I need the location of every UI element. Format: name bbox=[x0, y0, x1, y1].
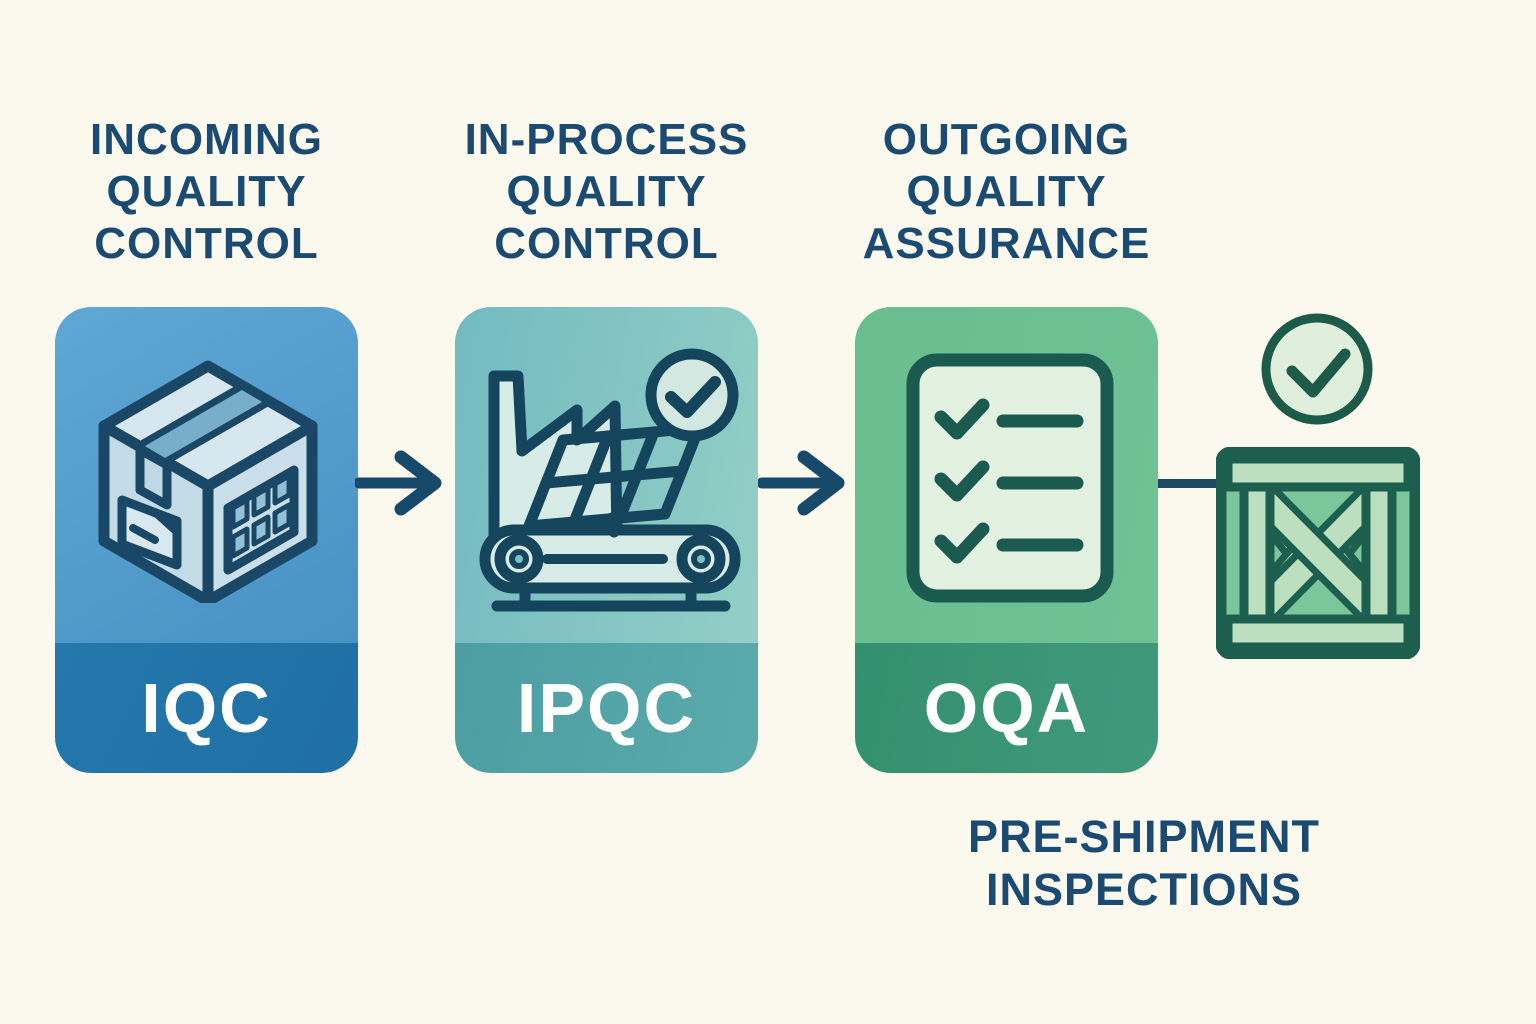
box-label-mark bbox=[129, 524, 159, 544]
crate-plank-right bbox=[1361, 482, 1397, 624]
package-box-icon bbox=[98, 360, 318, 603]
heading-line: CONTROL bbox=[494, 219, 719, 268]
stage-heading-oqa: OUTGOING QUALITY ASSURANCE bbox=[855, 114, 1158, 270]
stage-card-iqc: IQC bbox=[55, 307, 358, 773]
heading-line: ASSURANCE bbox=[862, 219, 1151, 268]
arrow-right-icon bbox=[355, 450, 442, 516]
stage-card-ipqc: IPQC bbox=[455, 307, 758, 773]
stage-card-oqa: OQA bbox=[855, 307, 1158, 773]
heading-line: IN-PROCESS bbox=[464, 115, 749, 164]
heading-line: QUALITY bbox=[106, 167, 307, 216]
heading-line: OUTGOING bbox=[882, 115, 1131, 164]
check-circle-icon bbox=[645, 348, 739, 442]
caption-line: INSPECTIONS bbox=[985, 864, 1303, 915]
iqc-label: IQC bbox=[141, 669, 272, 747]
arrow-right-icon bbox=[758, 450, 845, 516]
caption-line: PRE-SHIPMENT bbox=[967, 811, 1321, 862]
ipqc-label-strip: IPQC bbox=[455, 643, 758, 773]
shipping-crate-icon bbox=[1216, 447, 1420, 659]
box-label-fold bbox=[152, 509, 181, 536]
ipqc-label: IPQC bbox=[516, 669, 697, 747]
crate-plank-top bbox=[1223, 454, 1413, 492]
stage-heading-ipqc: IN-PROCESS QUALITY CONTROL bbox=[455, 114, 758, 270]
crate-plank-bottom bbox=[1223, 614, 1413, 652]
conveyor-wheel-hub bbox=[509, 549, 529, 569]
checklist-row bbox=[934, 398, 1084, 440]
connector-line bbox=[1158, 479, 1224, 488]
crate-plank-left bbox=[1239, 482, 1275, 624]
ipqc-card-body bbox=[455, 307, 758, 643]
checklist-row bbox=[934, 522, 1084, 564]
heading-line: CONTROL bbox=[94, 219, 319, 268]
factory-conveyor-icon bbox=[479, 348, 741, 612]
checklist-row bbox=[934, 460, 1084, 502]
pre-shipment-caption: PRE-SHIPMENT INSPECTIONS bbox=[924, 810, 1364, 916]
iqc-label-strip: IQC bbox=[55, 643, 358, 773]
iqc-card-body bbox=[55, 307, 358, 643]
oqa-card-body bbox=[855, 307, 1158, 643]
crate-frame bbox=[1216, 447, 1420, 659]
oqa-label: OQA bbox=[923, 669, 1090, 747]
box-window-grid bbox=[230, 473, 292, 559]
check-circle-icon bbox=[1261, 313, 1373, 425]
heading-line: QUALITY bbox=[506, 167, 707, 216]
heading-line: QUALITY bbox=[906, 167, 1107, 216]
heading-line: INCOMING bbox=[90, 115, 323, 164]
oqa-label-strip: OQA bbox=[855, 643, 1158, 773]
checklist-icon bbox=[906, 353, 1114, 603]
conveyor-wheel-hub bbox=[691, 549, 711, 569]
box-tape-flap bbox=[135, 445, 172, 510]
stage-heading-iqc: INCOMING QUALITY CONTROL bbox=[55, 114, 358, 270]
